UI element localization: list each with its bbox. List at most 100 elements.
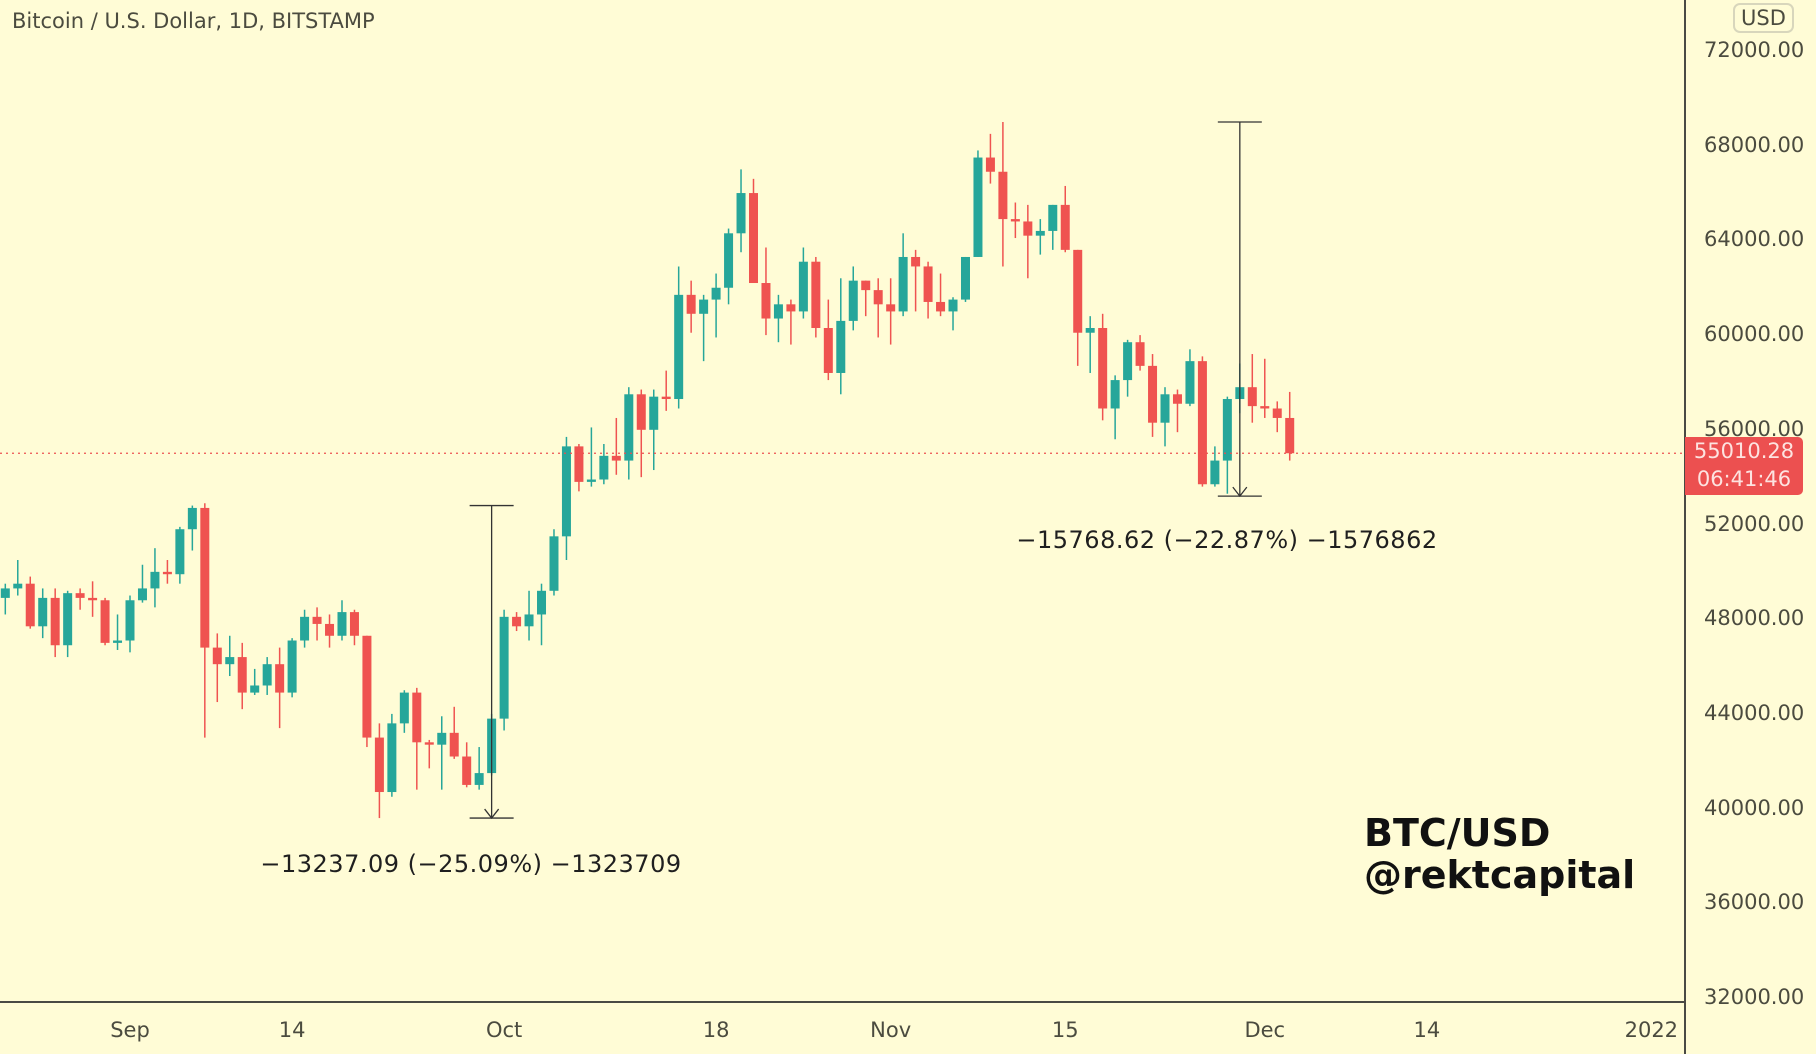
time-tick-label: Sep: [110, 1018, 150, 1042]
candle-body: [873, 290, 883, 305]
candle: [911, 249, 921, 312]
candle: [0, 583, 10, 615]
currency-button[interactable]: USD: [1733, 3, 1794, 33]
time-tick-label: 15: [1051, 1018, 1079, 1042]
candle-body: [724, 233, 734, 288]
candle: [300, 609, 310, 648]
last-price-label: 55010.28 06:41:46: [1685, 437, 1803, 495]
candle: [1073, 249, 1083, 366]
candle: [399, 690, 409, 733]
price-tick-label: 56000.00: [1704, 416, 1805, 441]
candle-body: [960, 256, 970, 300]
time-tick-label: 18: [702, 1018, 730, 1042]
watermark-author: @rektcapital: [1364, 853, 1636, 897]
candlestick-plot[interactable]: [0, 0, 1684, 1001]
candle-body: [586, 479, 596, 482]
candle: [337, 600, 347, 641]
candle-body: [636, 394, 646, 430]
candle-body: [312, 616, 322, 624]
candle-body: [985, 157, 995, 172]
candle: [786, 299, 796, 345]
candle-body: [162, 571, 172, 575]
candle-body: [624, 394, 634, 461]
candle: [711, 273, 721, 338]
candle-body: [574, 446, 584, 482]
candle-body: [1023, 221, 1033, 236]
candle-body: [474, 773, 484, 785]
candle: [237, 642, 247, 710]
candle-body: [200, 507, 210, 648]
candle: [861, 280, 871, 317]
candle: [175, 526, 185, 584]
price-tick-label: 72000.00: [1704, 38, 1805, 62]
candle: [1023, 204, 1033, 279]
price-tick-label: 32000.00: [1704, 985, 1805, 1009]
candle-body: [749, 193, 758, 284]
candle: [512, 612, 522, 632]
candle-body: [424, 742, 434, 745]
candle-body: [1160, 394, 1170, 423]
watermark-pair: BTC/USD: [1364, 811, 1551, 855]
candle-body: [611, 455, 621, 461]
candle: [537, 583, 547, 646]
candle-body: [998, 171, 1008, 220]
candle: [886, 278, 896, 345]
candle: [811, 256, 821, 338]
candle: [823, 299, 833, 381]
candle-body: [175, 529, 185, 575]
candle-body: [50, 597, 60, 646]
candle: [374, 723, 384, 819]
candle: [1123, 339, 1133, 397]
candle-body: [599, 455, 609, 480]
candle-body: [1272, 408, 1282, 418]
candle: [362, 635, 372, 748]
measurement-label-1: −13237.09 (−25.09%) −1323709: [260, 850, 682, 878]
candle: [749, 178, 758, 284]
price-axis-line: [1684, 0, 1686, 1054]
candle-body: [125, 600, 135, 641]
candle-body: [1073, 249, 1083, 333]
candle: [1185, 349, 1195, 407]
candle: [349, 609, 359, 646]
candle: [948, 297, 958, 331]
candle: [624, 387, 634, 480]
candle: [100, 597, 110, 646]
candle-body: [823, 327, 833, 373]
candle-body: [499, 616, 509, 719]
time-tick-label: 14: [1413, 1018, 1441, 1042]
candle: [1172, 389, 1182, 433]
candle-body: [1135, 342, 1145, 366]
candle-body: [412, 692, 422, 743]
candle-body: [1060, 204, 1070, 250]
candle: [599, 444, 609, 485]
candle: [1285, 391, 1295, 461]
price-tick-label: 48000.00: [1704, 606, 1805, 631]
candle-body: [973, 157, 983, 257]
candle-body: [661, 396, 671, 400]
candle-body: [1210, 460, 1220, 485]
candle: [686, 280, 696, 333]
time-tick-label: Oct: [485, 1018, 523, 1042]
candle: [25, 576, 35, 629]
candle-body: [100, 600, 110, 643]
candle-body: [886, 304, 896, 312]
candle-body: [699, 299, 709, 314]
price-tick-label: 52000.00: [1704, 511, 1805, 536]
candle-body: [512, 616, 522, 627]
candle: [985, 133, 995, 184]
candle: [574, 444, 584, 492]
candle: [1247, 354, 1257, 423]
candle-body: [212, 647, 222, 665]
candle: [1148, 354, 1158, 437]
candle-body: [649, 396, 659, 430]
candle-body: [1010, 219, 1020, 222]
candle-body: [773, 304, 783, 319]
candle-body: [1185, 361, 1195, 404]
candle-body: [524, 614, 534, 627]
time-tick-label: Nov: [870, 1018, 912, 1042]
candle: [1135, 335, 1145, 371]
candle-body: [1260, 406, 1270, 409]
candle-body: [711, 287, 721, 300]
candle: [973, 150, 983, 257]
candle: [960, 256, 970, 302]
